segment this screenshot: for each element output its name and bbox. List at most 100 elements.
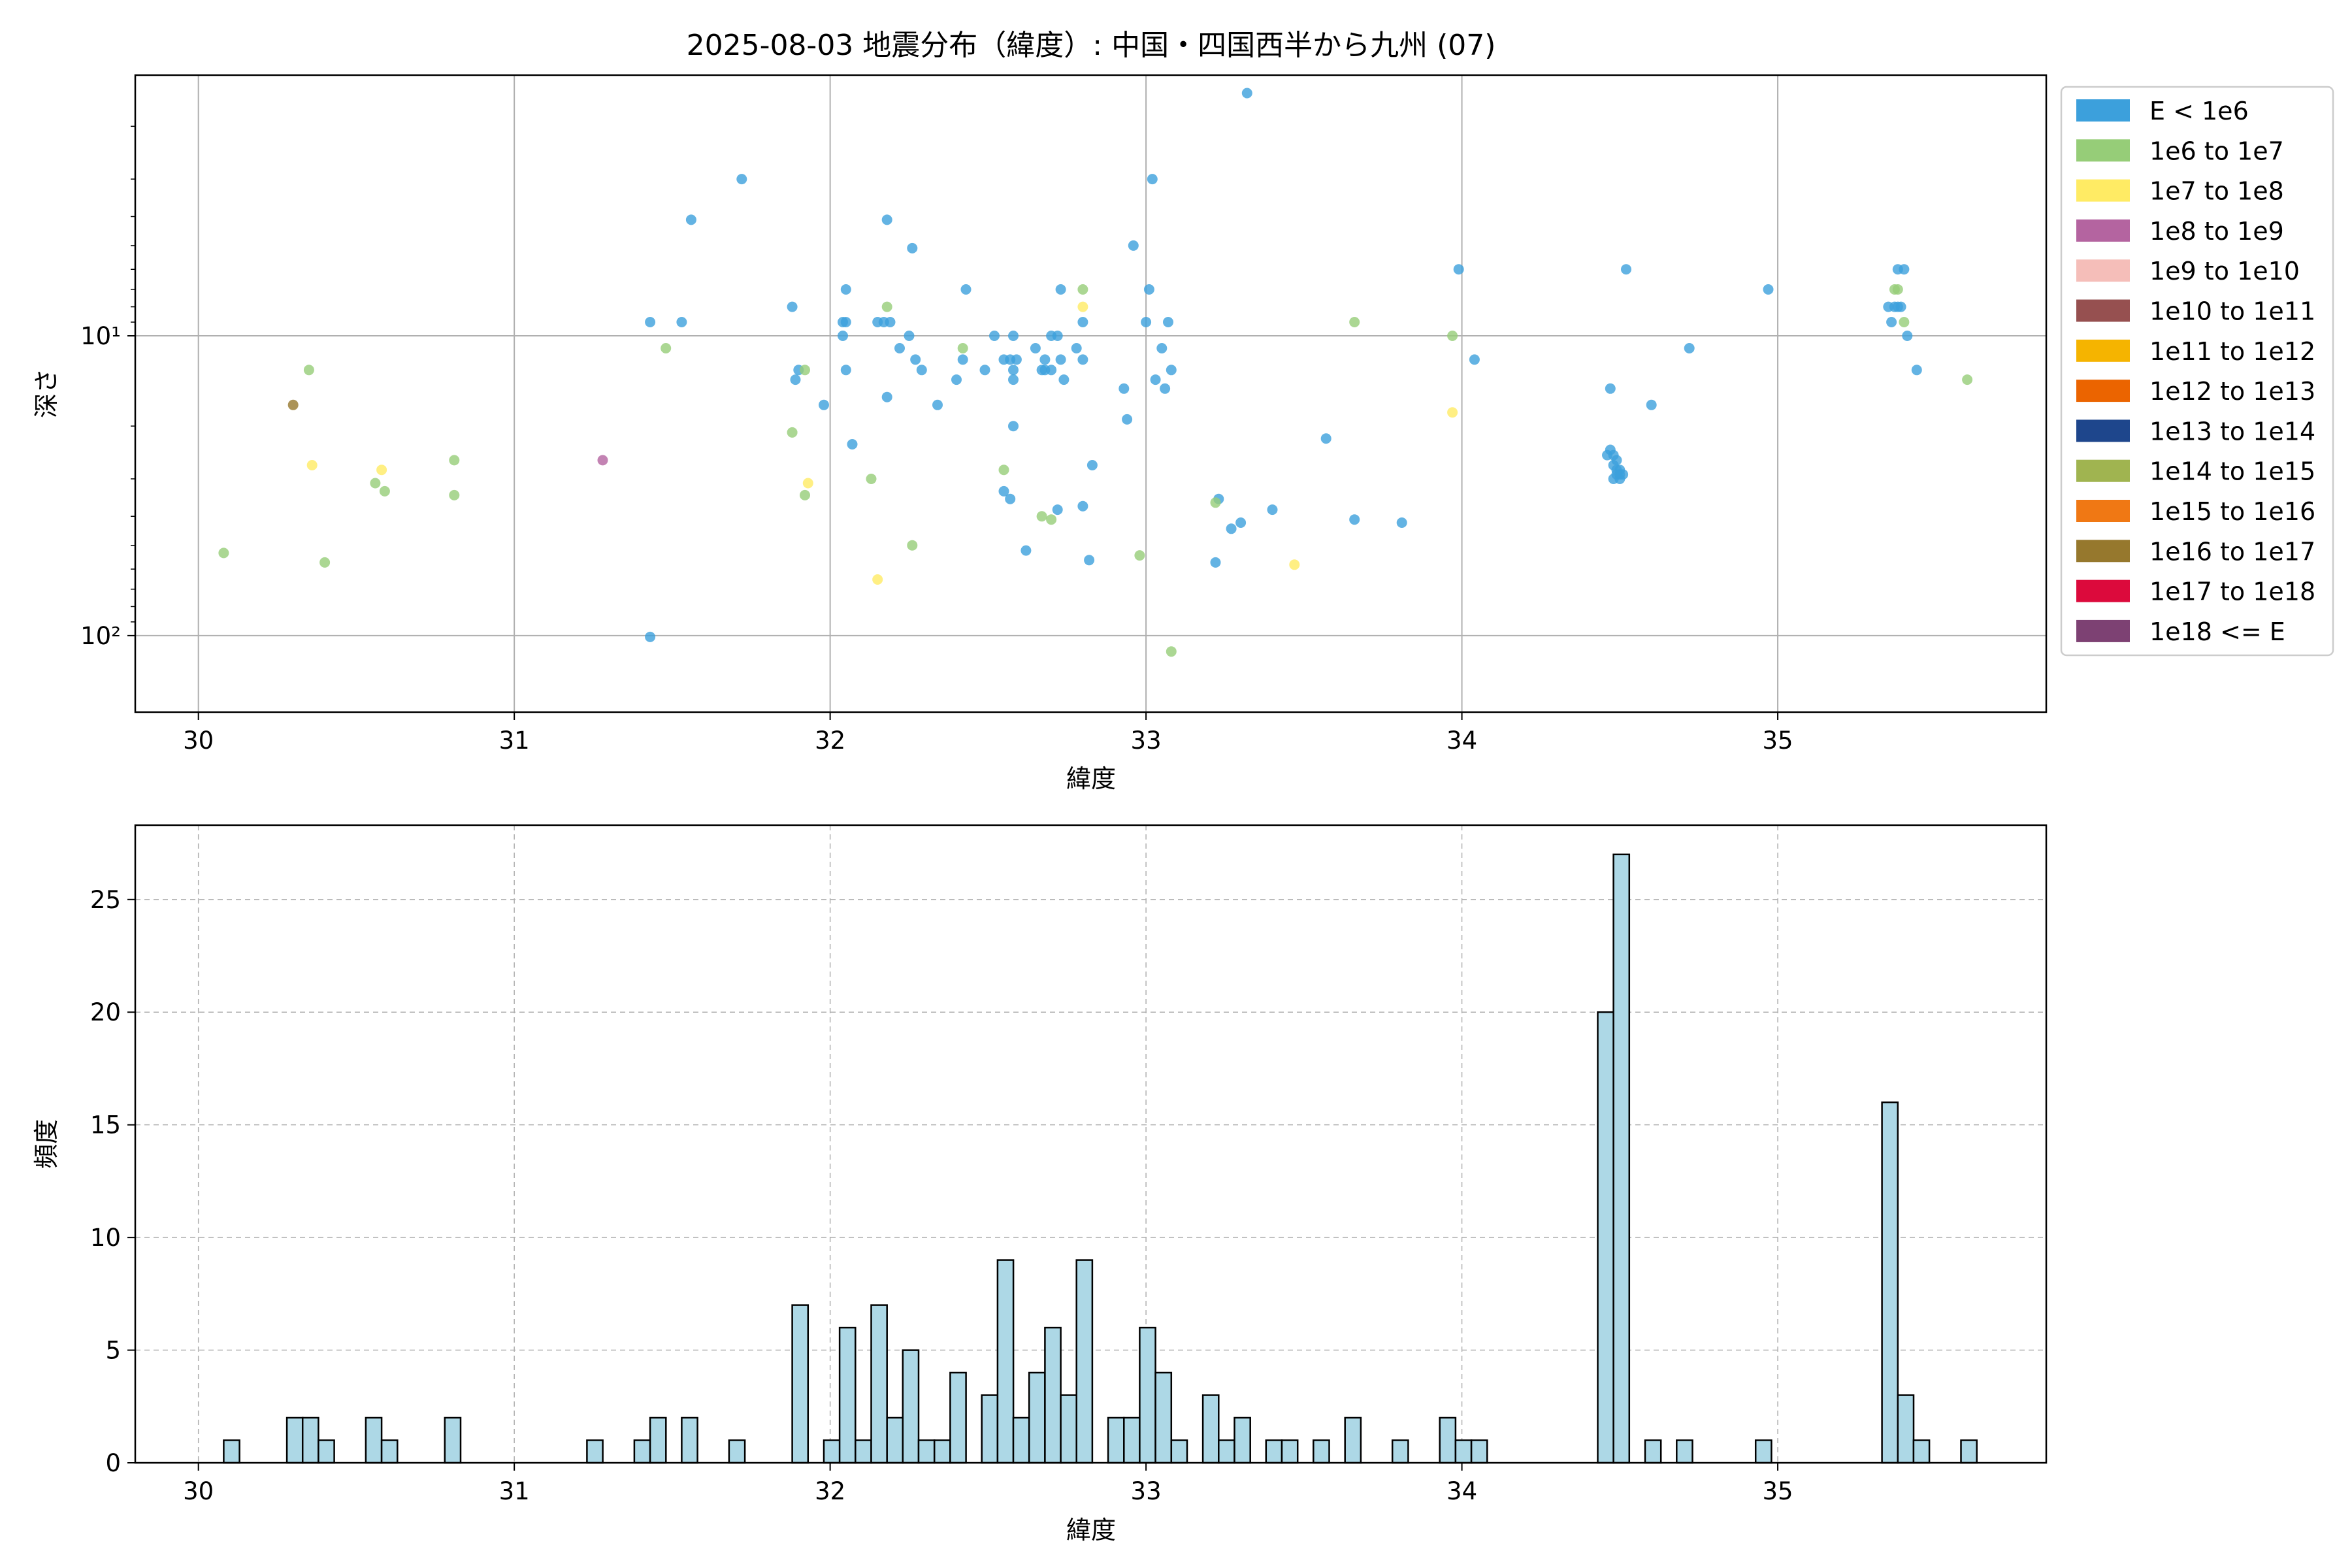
legend-swatch <box>2076 459 2130 482</box>
histogram-bar <box>1754 1439 1772 1464</box>
legend-label: 1e8 to 1e9 <box>2149 217 2284 246</box>
scatter-point <box>1008 374 1019 385</box>
scatter-point <box>1349 317 1360 327</box>
scatter-ticks: 30 31 32 33 34 35 10¹ 10² <box>80 125 1793 755</box>
histogram-bar <box>791 1304 809 1464</box>
scatter-point <box>1210 557 1221 568</box>
scatter-x-tick-label: 31 <box>499 727 530 755</box>
legend-swatch <box>2076 179 2130 202</box>
histogram-x-tick-label: 31 <box>499 1477 530 1505</box>
scatter-point <box>979 365 990 376</box>
histogram-panel: 30 31 32 33 34 35 0 5 10 15 20 25 緯度 頻度 <box>32 824 2048 1544</box>
scatter-point <box>840 317 851 327</box>
legend-swatch <box>2076 139 2130 162</box>
scatter-point <box>1058 374 1070 385</box>
scatter-point <box>1122 414 1133 425</box>
scatter-point <box>1684 343 1695 353</box>
scatter-x-tick-label: 30 <box>183 727 214 755</box>
histogram-bar <box>444 1416 462 1464</box>
histogram-y-tick-label: 0 <box>105 1449 121 1477</box>
histogram-axes-frame <box>134 824 2048 1464</box>
scatter-x-tick-label: 33 <box>1131 727 1162 755</box>
scatter-point <box>800 489 810 500</box>
scatter-point <box>1052 504 1063 515</box>
legend-label: 1e7 to 1e8 <box>2149 177 2284 206</box>
scatter-point <box>787 427 798 438</box>
scatter-point <box>1163 317 1173 327</box>
scatter-point <box>1008 331 1019 341</box>
scatter-point <box>1008 421 1019 432</box>
scatter-point <box>1156 343 1168 353</box>
histogram-x-tick-label: 34 <box>1446 1477 1477 1505</box>
legend-label: 1e6 to 1e7 <box>2149 137 2284 165</box>
scatter-point <box>1084 555 1095 566</box>
scatter-point <box>1077 500 1088 512</box>
legend-label: 1e14 to 1e15 <box>2149 457 2315 486</box>
scatter-point <box>1235 517 1247 528</box>
histogram-bar <box>1644 1439 1662 1464</box>
scatter-point <box>1046 514 1057 525</box>
histogram-x-tick-label: 33 <box>1131 1477 1162 1505</box>
histogram-ticks: 30 31 32 33 34 35 0 5 10 15 20 25 <box>90 886 1793 1505</box>
scatter-point <box>1119 383 1130 394</box>
histogram-bar <box>1107 1416 1125 1464</box>
scatter-point <box>1055 284 1066 295</box>
scatter-point <box>840 284 851 295</box>
histogram-bar <box>917 1439 936 1464</box>
scatter-point <box>1902 331 1913 341</box>
histogram-x-tick-label: 32 <box>815 1477 845 1505</box>
scatter-point <box>1911 365 1922 376</box>
scatter-point <box>1077 317 1088 327</box>
histogram-bar <box>1201 1394 1220 1464</box>
histogram-bar <box>1912 1439 1931 1464</box>
histogram-bar <box>870 1304 888 1464</box>
legend-label: 1e15 to 1e16 <box>2149 497 2315 526</box>
scatter-point <box>661 343 672 353</box>
scatter-point <box>1618 469 1629 480</box>
scatter-point <box>872 574 883 585</box>
histogram-bar <box>1218 1439 1235 1464</box>
scatter-point <box>960 284 972 295</box>
histogram-bar <box>365 1416 383 1464</box>
legend-swatch <box>2076 219 2130 242</box>
scatter-axes-frame <box>134 74 2048 713</box>
scatter-point <box>1241 88 1252 99</box>
scatter-point <box>932 399 943 410</box>
scatter-y-tick-label: 10¹ <box>80 322 121 350</box>
scatter-point <box>957 343 968 353</box>
scatter-point <box>1134 550 1145 561</box>
legend-label: 1e13 to 1e14 <box>2149 417 2315 446</box>
scatter-point <box>306 460 318 470</box>
histogram-bar <box>728 1439 746 1464</box>
histogram-bar <box>301 1416 319 1464</box>
histogram-bar <box>1597 1011 1614 1464</box>
histogram-y-tick-label: 20 <box>90 998 121 1026</box>
histogram-bar <box>223 1439 240 1464</box>
histogram-bar <box>1233 1416 1251 1464</box>
histogram-bar <box>1281 1439 1299 1464</box>
scatter-point <box>319 557 331 568</box>
scatter-point <box>1005 493 1016 504</box>
histogram-bar <box>981 1394 999 1464</box>
histogram-bar <box>1170 1439 1188 1464</box>
histogram-y-tick-label: 15 <box>90 1111 121 1139</box>
legend-swatch <box>2076 299 2130 322</box>
scatter-point <box>1166 646 1177 657</box>
scatter-point <box>787 301 798 312</box>
scatter-point <box>866 474 877 484</box>
scatter-point <box>1077 354 1088 365</box>
scatter-point <box>894 343 905 353</box>
scatter-point <box>1141 317 1152 327</box>
histogram-bar <box>1439 1416 1457 1464</box>
histogram-y-tick-label: 25 <box>90 886 121 914</box>
scatter-point <box>1605 383 1616 394</box>
scatter-point <box>904 331 915 341</box>
legend-label: E < 1e6 <box>2149 97 2249 125</box>
histogram-bar <box>1044 1326 1062 1464</box>
legend-items: E < 1e6 1e6 to 1e7 1e7 to 1e8 1e8 to 1e9 1e9… <box>2076 97 2315 646</box>
scatter-point <box>907 540 918 551</box>
scatter-y-axis-label: 深さ <box>32 368 61 418</box>
histogram-y-axis-label: 頻度 <box>32 1119 61 1169</box>
scatter-point <box>1962 374 1973 385</box>
